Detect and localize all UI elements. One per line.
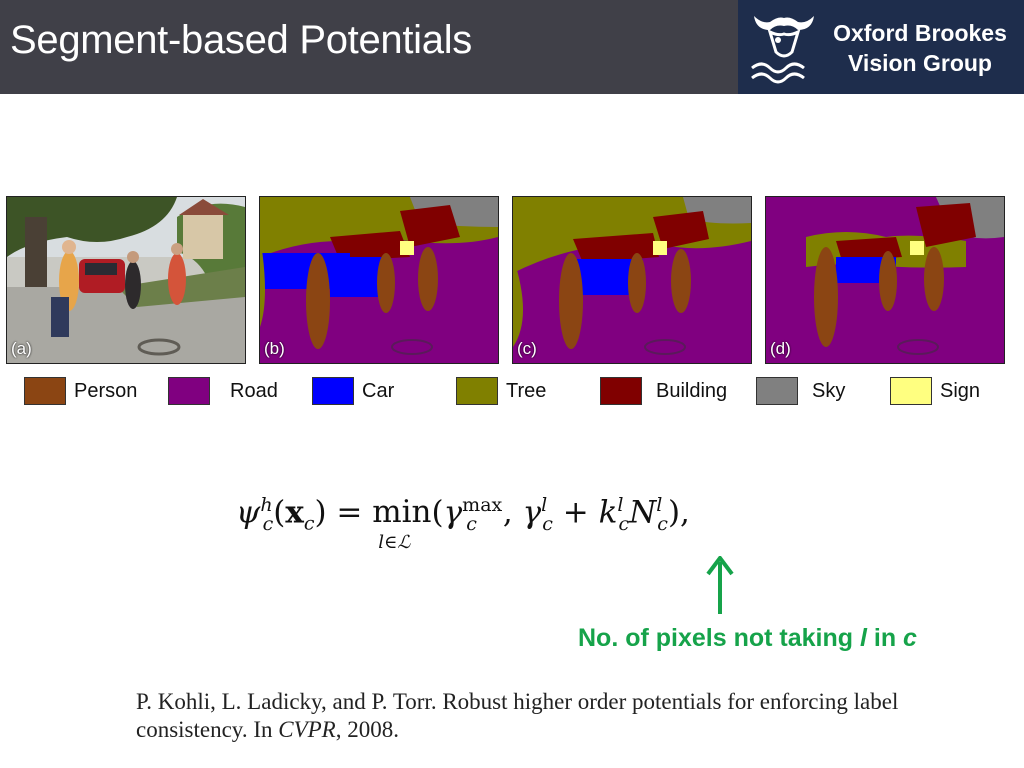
figure-panel-photo: (a): [6, 196, 246, 364]
annotation-var-l: l: [859, 624, 867, 652]
title-bar: Segment-based Potentials: [0, 0, 738, 94]
panel-label: (b): [264, 339, 285, 358]
legend-swatch: [756, 377, 798, 405]
annotation-text-mid: in: [866, 624, 904, 652]
legend-label: Person: [74, 380, 138, 402]
bull-logo-icon: [751, 16, 814, 84]
legend-swatch: [168, 377, 210, 405]
street-photo: [7, 197, 245, 363]
panel-label: (a): [11, 339, 32, 358]
panel-label: (c): [517, 339, 537, 358]
legend-label: Building: [656, 380, 728, 402]
citation-venue: CVPR: [278, 717, 336, 742]
legend-swatch: [600, 377, 642, 405]
legend-label: Sign: [940, 380, 981, 402]
legend-swatch: [456, 377, 498, 405]
citation-text: P. Kohli, L. Ladicky, and P. Torr. Robus…: [136, 689, 899, 742]
legend-label: Car: [362, 380, 395, 402]
equation: ψhc(xc) = min l∈ℒ (γmaxc, γlc + klcNlc),: [236, 494, 690, 554]
citation: P. Kohli, L. Ladicky, and P. Torr. Robus…: [136, 688, 956, 744]
logo-text: Oxford Brookes Vision Group: [822, 18, 1018, 78]
slide-title: Segment-based Potentials: [10, 18, 472, 62]
figure-panel-segmentation-d: (d): [765, 196, 1005, 364]
segmentation-map: [260, 197, 498, 363]
annotation-text-before: No. of pixels not taking: [578, 624, 860, 652]
legend-label: Tree: [506, 380, 547, 402]
legend-label: Sky: [812, 380, 846, 402]
figure-panel-segmentation-b: (b): [259, 196, 499, 364]
legend-swatch: [312, 377, 354, 405]
arrow-up-icon: [706, 556, 734, 614]
segmentation-map: [513, 197, 751, 363]
logo-line-2: Vision Group: [848, 50, 992, 76]
legend-swatch: [890, 377, 932, 405]
figure-panel-segmentation-c: (c): [512, 196, 752, 364]
segmentation-map: [766, 197, 1004, 363]
pixel-count-annotation: No. of pixels not taking l in c: [578, 624, 917, 653]
legend-label: Road: [230, 380, 278, 402]
panel-label: (d): [770, 339, 791, 358]
legend-swatch: [24, 377, 66, 405]
annotation-var-c: c: [903, 624, 917, 652]
citation-year: , 2008.: [335, 717, 399, 742]
logo-line-1: Oxford Brookes: [833, 20, 1007, 46]
